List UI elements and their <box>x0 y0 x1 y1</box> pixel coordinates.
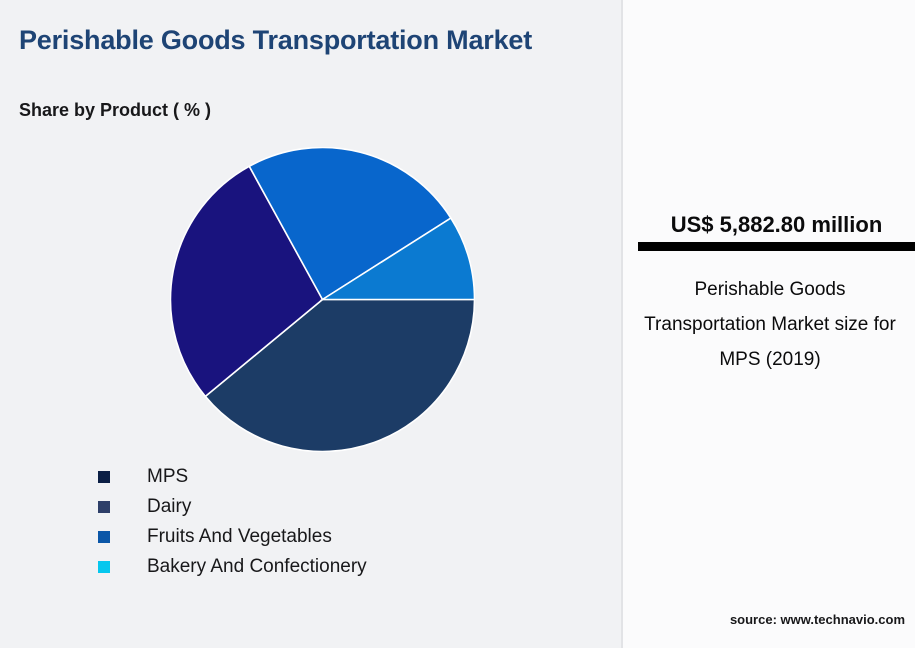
pie-slice[interactable] <box>248 147 452 301</box>
kpi-value: US$ 5,882.80 million <box>670 212 883 237</box>
pie-slice[interactable] <box>204 298 475 452</box>
chart-panel: Perishable Goods Transportation Market S… <box>0 0 621 648</box>
legend-item-bakery-and-confectionery[interactable]: Bakery And Confectionery <box>98 552 578 582</box>
kpi-panel: US$ 5,882.80 million Perishable Goods Tr… <box>623 0 915 648</box>
legend-swatch-icon <box>98 561 110 573</box>
legend-item-label: MPS <box>147 466 189 487</box>
kpi-rule-divider <box>638 242 915 251</box>
legend-item-label: Fruits And Vegetables <box>147 526 332 547</box>
page-title: Perishable Goods Transportation Market <box>19 25 533 55</box>
pie-chart-svg <box>170 147 475 452</box>
legend-swatch-icon <box>98 501 110 513</box>
pie-slice[interactable] <box>319 216 475 301</box>
chart-legend: MPS Dairy Fruits And Vegetables Bakery A… <box>98 462 578 582</box>
legend-item-mps[interactable]: MPS <box>98 462 578 492</box>
pie-slice[interactable] <box>170 165 324 398</box>
legend-item-dairy[interactable]: Dairy <box>98 492 578 522</box>
panel-divider <box>621 0 623 648</box>
legend-item-label: Dairy <box>147 496 192 517</box>
pie-chart <box>170 147 475 452</box>
legend-swatch-icon <box>98 531 110 543</box>
legend-swatch-icon <box>98 471 110 483</box>
legend-item-label: Bakery And Confectionery <box>147 556 367 577</box>
legend-item-fruits-and-vegetables[interactable]: Fruits And Vegetables <box>98 522 578 552</box>
chart-subtitle: Share by Product ( % ) <box>19 100 212 120</box>
source-note: source: www.technavio.com <box>729 612 905 627</box>
kpi-caption: Perishable Goods Transportation Market s… <box>644 279 896 370</box>
